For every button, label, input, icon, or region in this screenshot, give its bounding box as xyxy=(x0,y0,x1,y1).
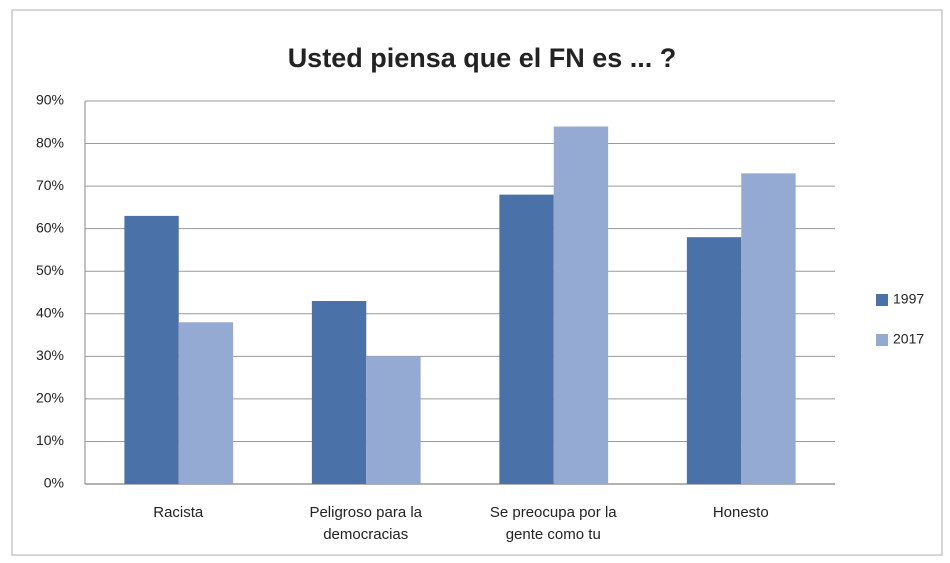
bar xyxy=(686,237,742,484)
bar xyxy=(366,356,421,484)
bar xyxy=(499,194,554,484)
y-tick-label: 60% xyxy=(36,219,64,235)
bar xyxy=(178,322,234,484)
legend-label: 2017 xyxy=(893,331,924,347)
y-tick-label: 30% xyxy=(36,347,64,363)
x-tick-label: Racista xyxy=(153,504,204,521)
legend-label: 1997 xyxy=(893,291,924,307)
x-tick-label: Peligroso para la democracias xyxy=(309,504,423,543)
x-tick-label: Se preocupa por la gente como tu xyxy=(489,504,617,543)
y-tick-label: 0% xyxy=(44,475,64,491)
y-tick-label: 10% xyxy=(36,432,64,448)
y-tick-label: 50% xyxy=(36,262,64,278)
y-tick-label: 40% xyxy=(36,304,64,320)
y-tick-label: 90% xyxy=(36,92,64,108)
bar xyxy=(124,215,179,484)
y-tick-label: 70% xyxy=(36,177,64,193)
bar xyxy=(741,173,796,484)
bar xyxy=(311,301,367,484)
legend-swatch xyxy=(876,294,888,306)
legend-swatch xyxy=(876,334,888,346)
y-tick-label: 80% xyxy=(36,134,64,150)
bar xyxy=(553,126,609,485)
chart-frame xyxy=(11,9,943,556)
x-tick-label: Honesto xyxy=(712,504,769,521)
chart-title: Usted piensa que el FN es ... ? xyxy=(288,43,677,73)
y-tick-label: 20% xyxy=(36,390,64,406)
